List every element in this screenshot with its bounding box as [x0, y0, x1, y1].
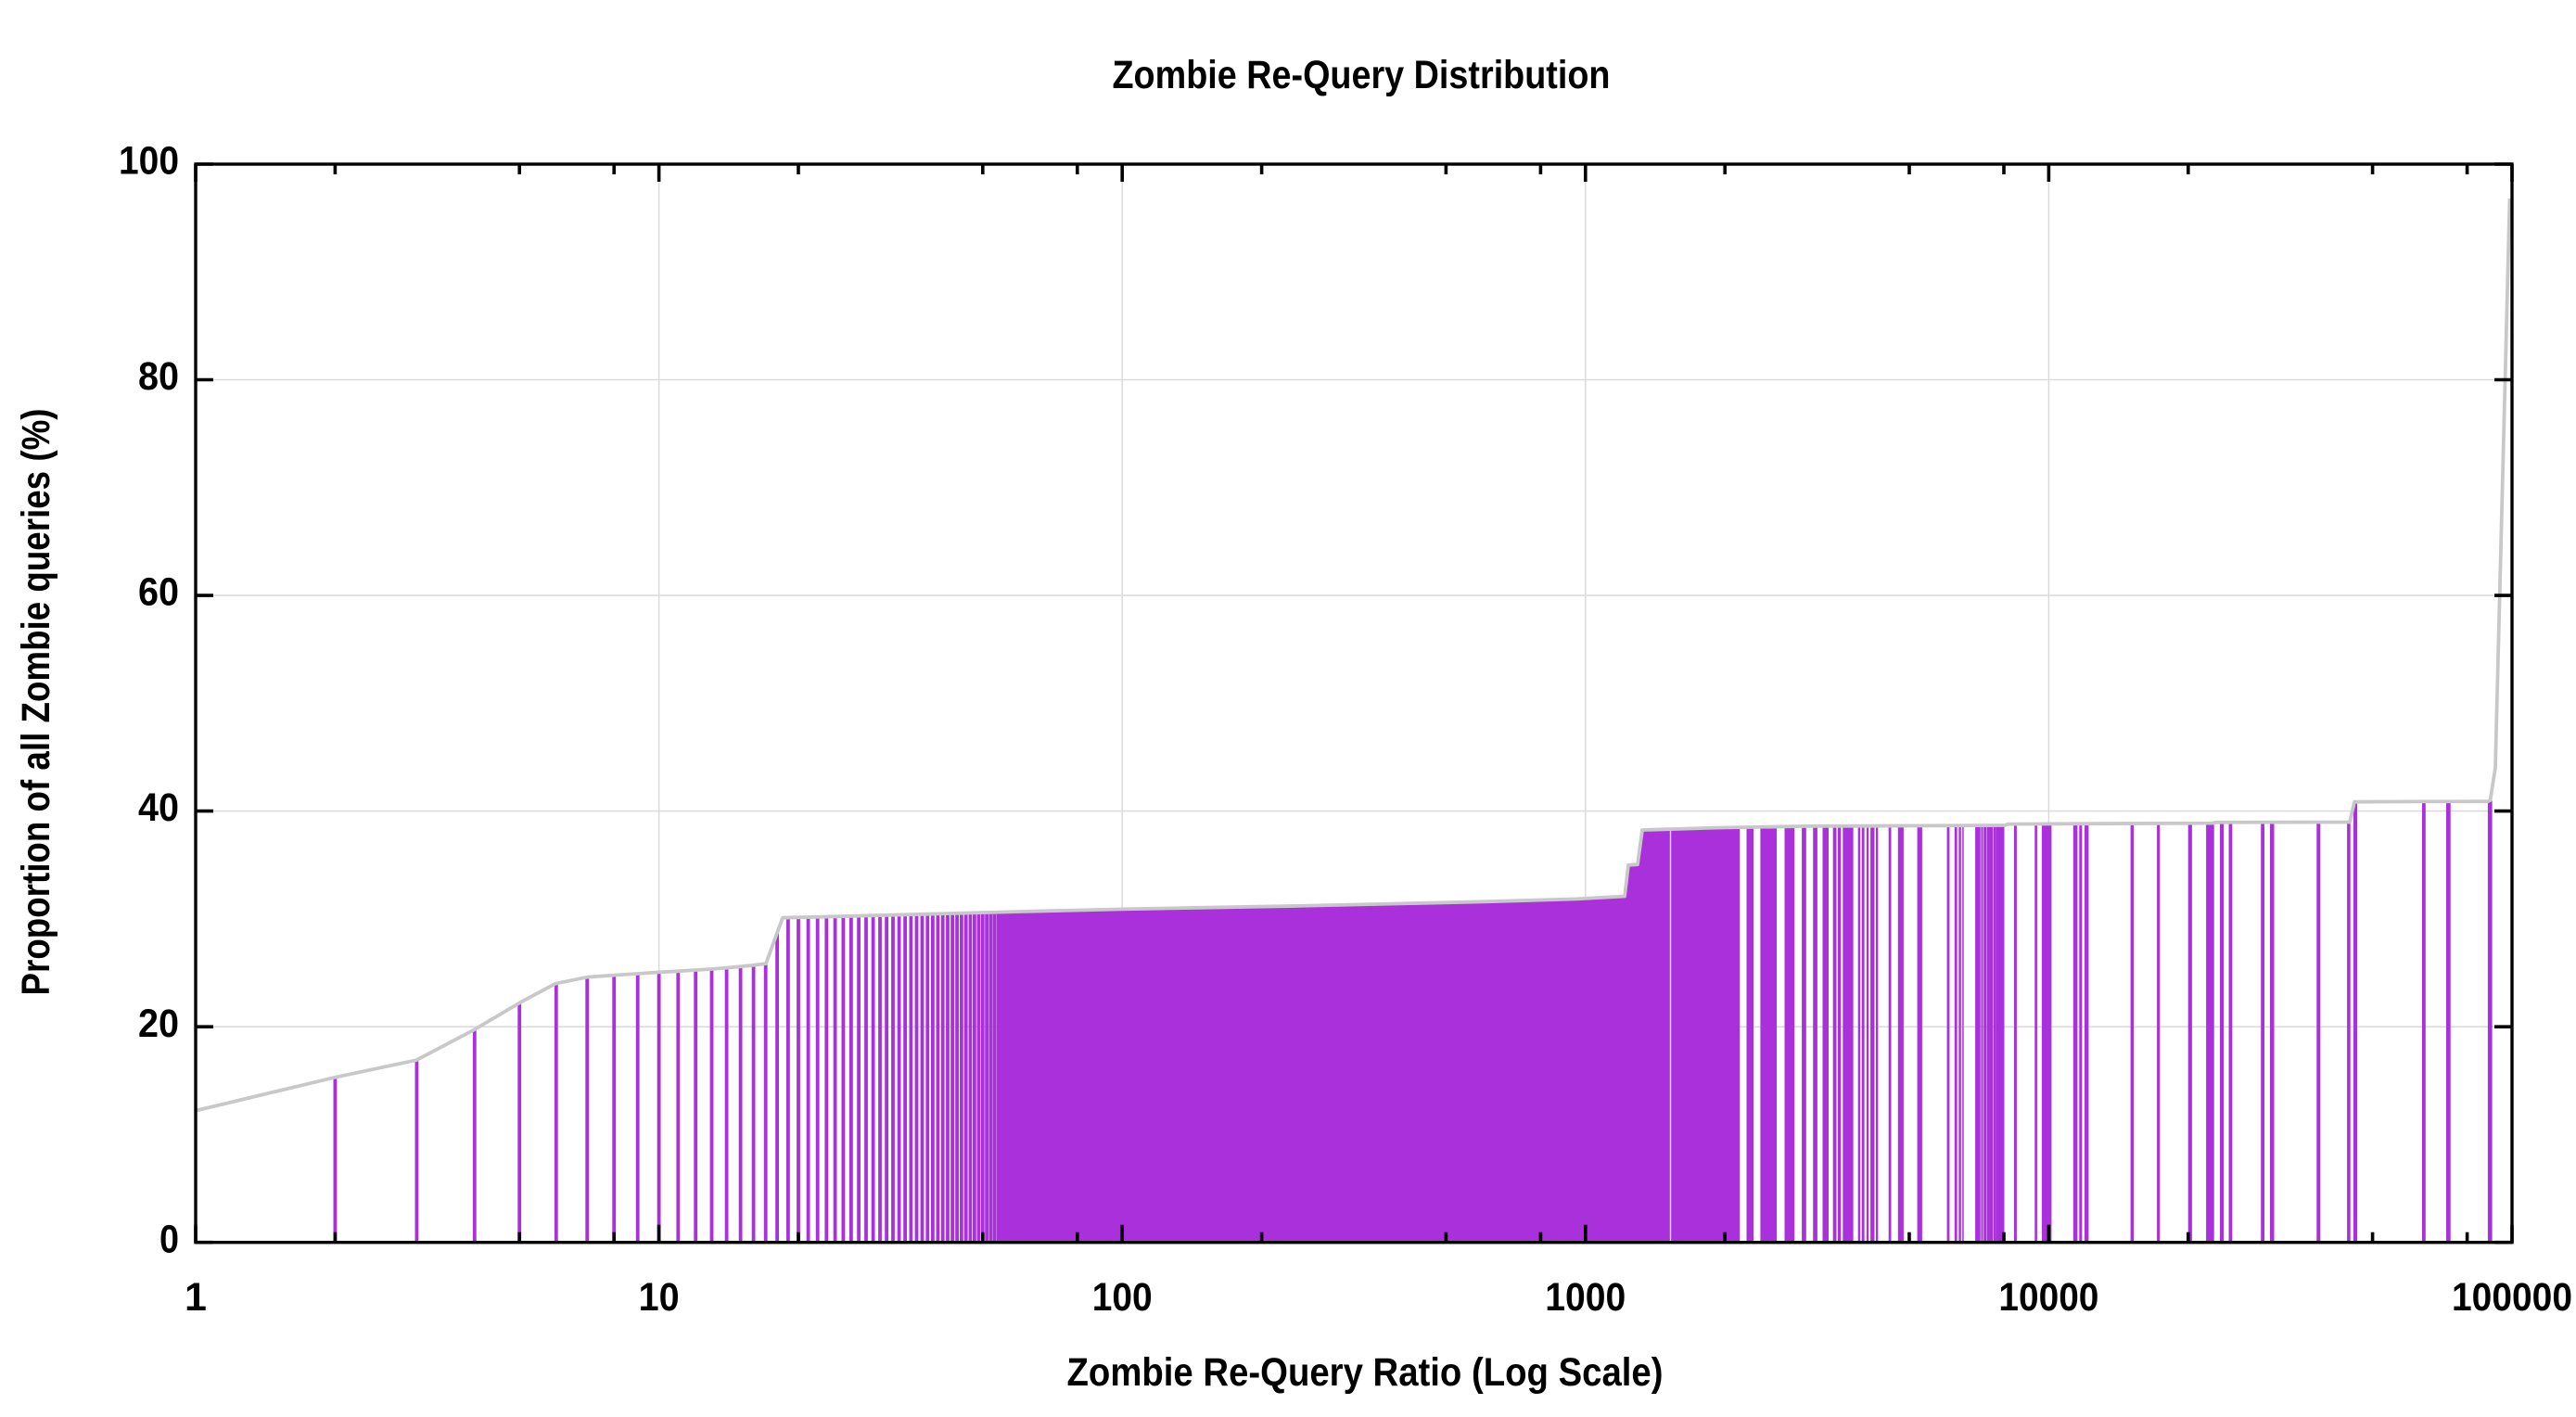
svg-text:1000: 1000	[1545, 1275, 1626, 1320]
svg-text:Zombie Re-Query Ratio (Log Sca: Zombie Re-Query Ratio (Log Scale)	[1067, 1350, 1664, 1395]
svg-text:0: 0	[159, 1217, 179, 1261]
svg-text:40: 40	[138, 785, 179, 830]
svg-text:100000: 100000	[2452, 1275, 2572, 1320]
svg-text:10: 10	[639, 1275, 680, 1320]
svg-text:Proportion of all Zombie queri: Proportion of all Zombie queries (%)	[14, 409, 58, 996]
svg-text:100: 100	[119, 139, 179, 184]
svg-text:20: 20	[138, 1002, 179, 1046]
svg-text:100: 100	[1092, 1275, 1153, 1320]
svg-text:60: 60	[138, 570, 179, 615]
svg-text:10000: 10000	[1998, 1275, 2098, 1320]
svg-text:1: 1	[185, 1275, 207, 1320]
svg-text:80: 80	[138, 354, 179, 399]
svg-text:Zombie Re-Query Distribution: Zombie Re-Query Distribution	[1113, 53, 1611, 97]
